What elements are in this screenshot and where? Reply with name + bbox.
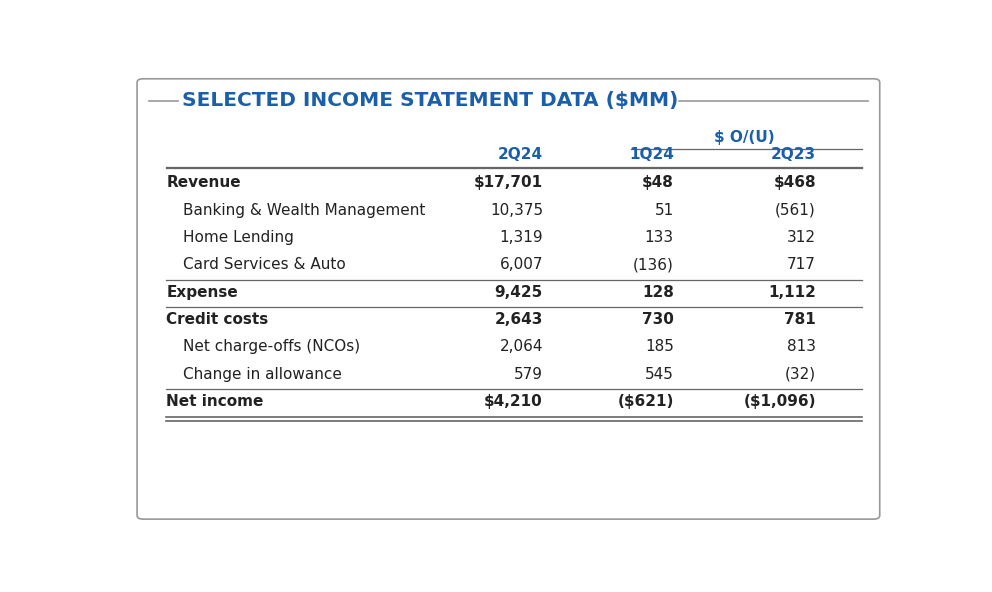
Text: 185: 185 — [645, 339, 674, 355]
Text: 2Q23: 2Q23 — [771, 146, 815, 162]
Text: 128: 128 — [642, 285, 674, 300]
Text: 730: 730 — [642, 312, 674, 327]
Text: $17,701: $17,701 — [474, 175, 543, 190]
Text: 133: 133 — [645, 230, 674, 245]
Text: 579: 579 — [514, 366, 543, 382]
Text: 10,375: 10,375 — [490, 202, 543, 218]
Text: 1,319: 1,319 — [499, 230, 543, 245]
Text: Change in allowance: Change in allowance — [184, 366, 342, 382]
Text: 545: 545 — [645, 366, 674, 382]
Text: 9,425: 9,425 — [495, 285, 543, 300]
Text: Banking & Wealth Management: Banking & Wealth Management — [184, 202, 426, 218]
Text: $4,210: $4,210 — [484, 394, 543, 409]
Text: (136): (136) — [633, 258, 674, 272]
Text: Credit costs: Credit costs — [167, 312, 269, 327]
Text: $468: $468 — [774, 175, 815, 190]
Text: Net income: Net income — [167, 394, 264, 409]
Text: 1,112: 1,112 — [768, 285, 815, 300]
Text: $48: $48 — [642, 175, 674, 190]
Text: 2,643: 2,643 — [495, 312, 543, 327]
Text: 1Q24: 1Q24 — [629, 146, 674, 162]
Text: ($621): ($621) — [617, 394, 674, 409]
FancyBboxPatch shape — [137, 79, 880, 519]
Text: 717: 717 — [787, 258, 815, 272]
Text: Net charge-offs (NCOs): Net charge-offs (NCOs) — [184, 339, 360, 355]
Text: Expense: Expense — [167, 285, 238, 300]
Text: 51: 51 — [655, 202, 674, 218]
Text: 312: 312 — [787, 230, 815, 245]
Text: $ O/(U): $ O/(U) — [714, 130, 775, 144]
Text: 2,064: 2,064 — [500, 339, 543, 355]
Text: 6,007: 6,007 — [500, 258, 543, 272]
Text: ($1,096): ($1,096) — [743, 394, 815, 409]
Text: (32): (32) — [785, 366, 815, 382]
Text: 781: 781 — [784, 312, 815, 327]
Text: Revenue: Revenue — [167, 175, 241, 190]
Text: Home Lending: Home Lending — [184, 230, 294, 245]
Text: 813: 813 — [787, 339, 815, 355]
Text: SELECTED INCOME STATEMENT DATA ($MM): SELECTED INCOME STATEMENT DATA ($MM) — [182, 91, 679, 110]
Text: Card Services & Auto: Card Services & Auto — [184, 258, 346, 272]
Text: 2Q24: 2Q24 — [498, 146, 543, 162]
Text: (561): (561) — [775, 202, 815, 218]
